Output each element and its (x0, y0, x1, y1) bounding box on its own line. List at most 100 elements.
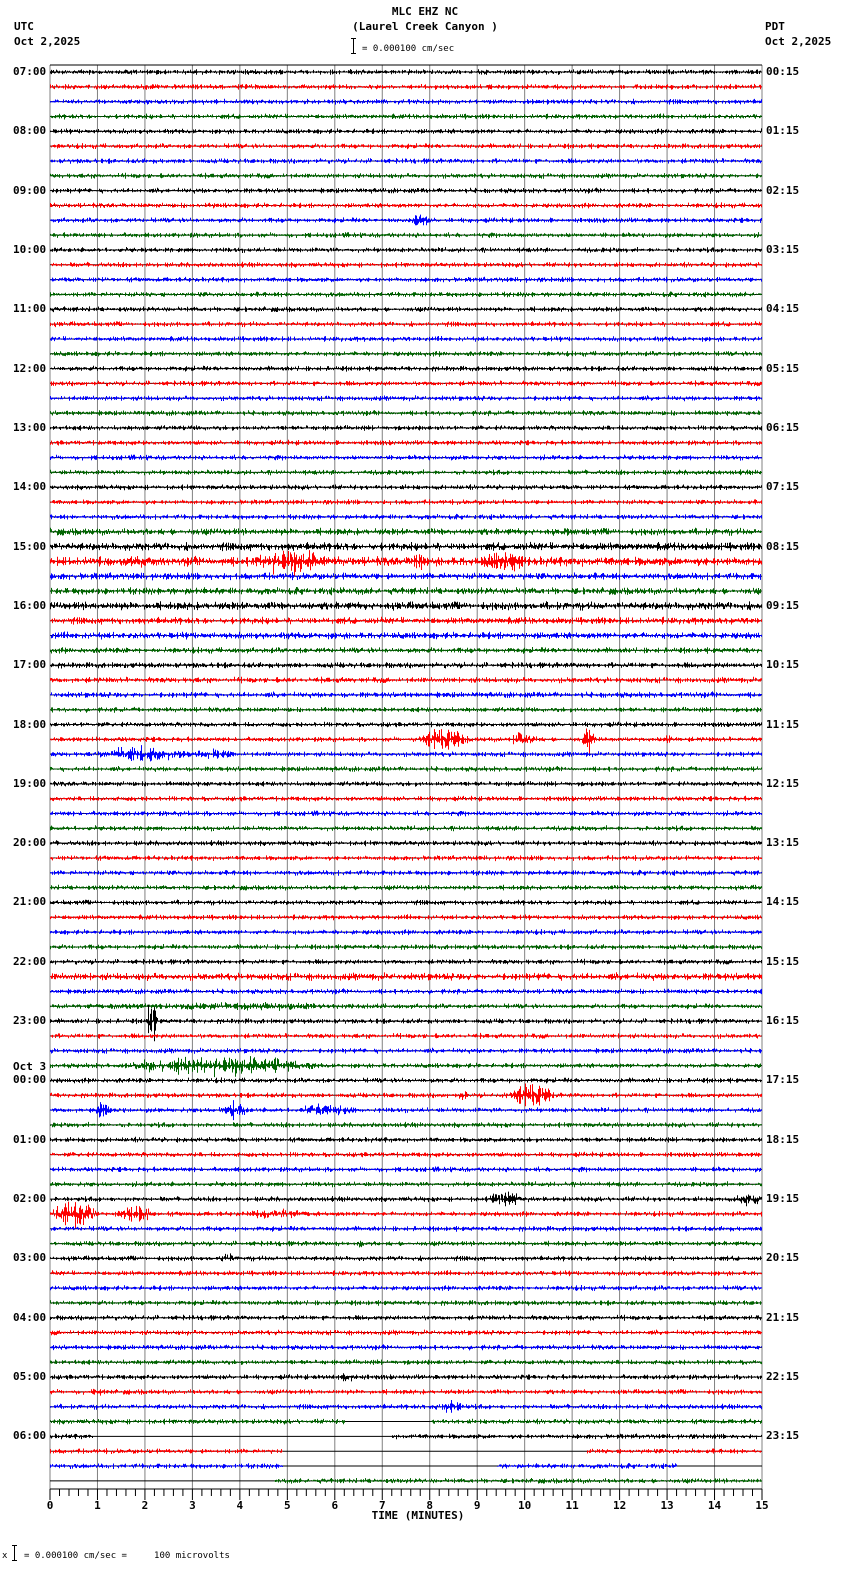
seismic-trace (50, 691, 762, 699)
header-scale: = 0.000100 cm/sec (362, 44, 455, 54)
seismic-trace (50, 1253, 762, 1262)
seismic-trace (50, 454, 762, 461)
pdt-hour-label: 02:15 (766, 183, 800, 197)
header-station: MLC EHZ NC (391, 5, 459, 18)
seismic-trace (50, 1400, 762, 1413)
seismic-trace (50, 1418, 762, 1425)
seismic-trace (50, 410, 762, 417)
x-tick-label: 4 (236, 1499, 244, 1512)
right-timezone: PDT (765, 20, 785, 33)
utc-hour-label: 21:00 (13, 895, 47, 909)
seismic-trace (50, 425, 762, 431)
seismic-trace (50, 1285, 762, 1291)
pdt-hour-label: 22:15 (766, 1370, 800, 1384)
seismic-trace (50, 572, 762, 581)
utc-hour-label: 09:00 (13, 183, 47, 197)
seismic-trace (50, 1136, 762, 1143)
seismic-trace (50, 1329, 762, 1336)
seismic-trace (50, 587, 762, 596)
seismic-trace (50, 484, 762, 491)
seismic-trace (50, 1300, 762, 1306)
seismic-trace (50, 988, 762, 995)
seismic-trace (50, 1151, 762, 1158)
seismic-trace (50, 214, 762, 226)
pdt-hour-label: 16:15 (766, 1014, 800, 1028)
utc-hour-label: 10:00 (13, 242, 47, 256)
seismic-trace (50, 158, 762, 164)
pdt-hour-label: 21:15 (766, 1310, 800, 1324)
seismic-trace (50, 899, 762, 906)
seismic-trace (50, 944, 762, 950)
seismic-trace (50, 1002, 762, 1011)
seismic-trace (50, 232, 762, 238)
x-tick-label: 5 (284, 1499, 291, 1512)
left-date: Oct 2,2025 (14, 35, 81, 48)
utc-hour-label: 15:00 (13, 539, 47, 553)
seismic-trace (50, 291, 762, 298)
seismic-trace (50, 350, 762, 357)
seismic-trace (50, 1191, 762, 1207)
seismic-trace (50, 1047, 762, 1054)
utc-hour-label: 23:00 (13, 1014, 47, 1028)
x-tick-label: 11 (565, 1499, 579, 1512)
utc-hour-label: 05:00 (13, 1370, 47, 1384)
pdt-hour-label: 10:15 (766, 658, 800, 672)
seismic-trace (50, 1004, 762, 1042)
seismic-trace (50, 1032, 762, 1039)
utc-hour-label: 00:00 (13, 1073, 47, 1087)
pdt-hour-label: 14:15 (766, 895, 800, 909)
seismic-trace (50, 855, 762, 862)
x-tick-label: 3 (189, 1499, 196, 1512)
pdt-hour-label: 19:15 (766, 1192, 800, 1206)
seismic-trace (50, 439, 762, 446)
x-tick-label: 8 (426, 1499, 434, 1512)
footer-scale: = 0.000100 cm/sec = 100 microvolts (24, 1551, 230, 1561)
seismic-trace (50, 1083, 762, 1107)
pdt-hour-label: 03:15 (766, 242, 800, 256)
scale-bar-icon (351, 38, 356, 54)
seismic-trace (50, 1077, 762, 1084)
seismic-trace (50, 336, 762, 342)
seismic-trace (50, 1225, 762, 1232)
seismic-trace (50, 1201, 762, 1229)
footer-scale-bar-icon (12, 1545, 17, 1561)
pdt-hour-label: 11:15 (766, 717, 800, 731)
seismic-trace (50, 1314, 762, 1321)
seismic-trace (50, 541, 762, 552)
utc-hour-label: 12:00 (13, 361, 47, 375)
seismic-trace (50, 128, 762, 135)
seismic-trace (50, 972, 762, 981)
utc-hour-label: 07:00 (13, 65, 47, 78)
seismic-trace (50, 261, 762, 268)
pdt-hour-label: 12:15 (766, 776, 800, 790)
utc-hour-label: 02:00 (13, 1192, 47, 1206)
utc-hour-label: 01:00 (13, 1132, 47, 1146)
utc-hour-label: 16:00 (13, 598, 47, 612)
seismic-trace (50, 661, 762, 669)
seismic-trace (50, 469, 762, 476)
seismic-trace (50, 1240, 762, 1248)
pdt-hour-label: 09:15 (766, 598, 800, 612)
seismic-trace (274, 1478, 762, 1484)
utc-hour-label: 06:00 (13, 1429, 47, 1443)
seismic-trace (50, 1056, 762, 1078)
x-tick-label: 2 (141, 1499, 149, 1512)
seismic-trace (50, 914, 762, 921)
pdt-hour-label: 13:15 (766, 836, 800, 850)
seismic-trace (50, 1448, 762, 1455)
utc-hour-label: 18:00 (13, 717, 47, 731)
pdt-hour-label: 08:15 (766, 539, 800, 553)
seismic-trace (50, 825, 762, 832)
seismic-trace (50, 869, 762, 876)
seismic-trace (50, 795, 762, 802)
seismic-trace (50, 527, 762, 536)
x-tick-label: 13 (660, 1499, 674, 1512)
pdt-hour-label: 17:15 (766, 1073, 800, 1087)
pdt-hour-label: 15:15 (766, 954, 800, 968)
footer-prefix: x (2, 1551, 8, 1561)
pdt-hour-label: 07:15 (766, 480, 800, 494)
pdt-hour-label: 18:15 (766, 1132, 800, 1146)
seismic-trace (50, 83, 762, 90)
seismic-trace (50, 1433, 762, 1440)
